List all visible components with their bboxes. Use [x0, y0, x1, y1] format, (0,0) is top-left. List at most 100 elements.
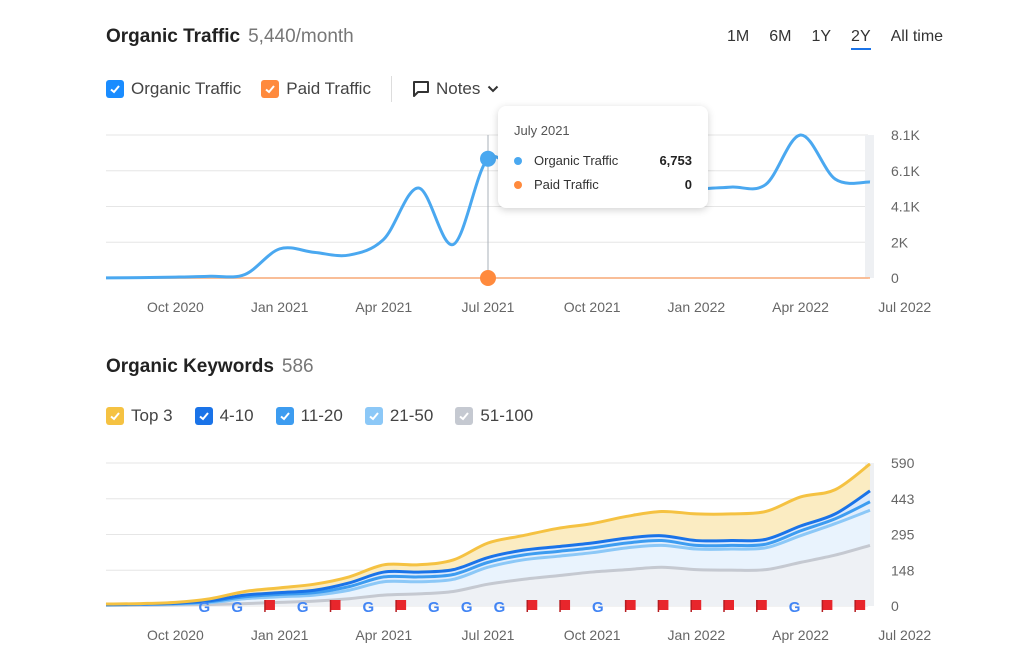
legend-label: 11-20: [300, 406, 343, 425]
area-fill: [106, 510, 870, 606]
legend-top-3[interactable]: Top 3: [106, 406, 173, 426]
x-tick-label: Jan 2021: [251, 627, 309, 643]
series-line: [105, 543, 871, 608]
checkbox-icon: [194, 407, 213, 425]
google-update-icon: G: [789, 599, 801, 616]
x-tick-label: Apr 2022: [772, 627, 829, 643]
traffic-tooltip: July 2021 Organic Traffic 6,753 Paid Tra…: [498, 106, 708, 208]
flag-shape: [756, 600, 767, 610]
google-update-icon: G: [461, 599, 473, 616]
legend-label: 4-10: [219, 406, 254, 425]
dot-icon: [514, 180, 522, 189]
x-tick-label: Oct 2021: [564, 299, 621, 315]
range-selector: 1M 6M 1Y 2Y All time: [727, 28, 947, 50]
keywords-header: Organic Keywords 586: [106, 356, 314, 378]
keywords-subtitle: 586: [281, 356, 314, 377]
flag-shape: [330, 600, 341, 610]
flag-shape: [560, 600, 571, 610]
data-point-organic: [480, 150, 496, 167]
y-tick-label: 148: [891, 562, 915, 578]
notes-label: Notes: [435, 79, 481, 98]
traffic-header: Organic Traffic 5,440/month: [106, 26, 354, 48]
flag-icon: [264, 600, 275, 612]
future-band: [865, 135, 874, 278]
x-tick-label: Apr 2021: [355, 299, 412, 315]
flag-icon: [854, 600, 866, 612]
keywords-chart: 0 148 295 443 590 Oct 2020 Jan 2021 Apr 2021 Jul…: [105, 455, 931, 643]
traffic-chart: 0 2K 4.1K 6.1K 8.1K Oct 2020 Jan 2021 Apr 2021 J…: [105, 127, 931, 315]
chevron-down-icon: [487, 84, 499, 94]
tooltip-row-organic: Organic Traffic 6,753: [514, 153, 692, 168]
keywords-legend: Top 3 4-10 11-20 21-50 51-100: [106, 406, 533, 426]
flag-shape: [396, 600, 407, 610]
checkbox-icon: [364, 407, 383, 425]
flag-shape: [527, 600, 538, 610]
tooltip-value: 6,753: [659, 153, 692, 168]
x-tick-label: Jan 2022: [668, 299, 726, 315]
flag-shape: [264, 600, 275, 610]
flag-shape: [691, 600, 702, 610]
flag-icon: [690, 600, 702, 612]
flag-icon: [526, 600, 538, 612]
traffic-title: Organic Traffic: [106, 26, 241, 47]
range-2y[interactable]: 2Y: [851, 28, 871, 50]
flag-icon: [657, 600, 669, 612]
checkbox-icon: [106, 80, 124, 98]
x-tick-label: Jul 2021: [462, 299, 515, 315]
legend-11-20[interactable]: 11-20: [275, 406, 343, 426]
y-tick-label: 6.1K: [891, 163, 920, 179]
checkbox-icon: [455, 407, 474, 425]
x-tick-label: Jul 2022: [878, 299, 931, 315]
y-tick-label: 295: [891, 527, 915, 543]
legend-4-10[interactable]: 4-10: [194, 406, 254, 426]
range-1y[interactable]: 1Y: [811, 28, 832, 45]
flag-shape: [658, 600, 669, 610]
legend-21-50[interactable]: 21-50: [364, 406, 434, 426]
tooltip-value: 0: [684, 177, 692, 192]
google-update-icon: G: [231, 599, 243, 616]
flag-shape: [822, 600, 833, 610]
series-line: [105, 462, 871, 606]
data-point-paid: [480, 270, 496, 286]
flag-icon: [723, 600, 735, 612]
x-tick-label: Apr 2021: [355, 627, 412, 643]
checkbox-icon: [261, 80, 280, 98]
checkbox-icon: [275, 407, 294, 425]
google-update-icon: G: [199, 599, 211, 616]
flag-icon: [756, 600, 767, 612]
google-update-icon: G: [494, 599, 506, 616]
range-6m[interactable]: 6M: [769, 28, 792, 45]
x-tick-label: Apr 2022: [772, 299, 829, 315]
area-fill: [106, 463, 870, 605]
google-update-icon: G: [428, 599, 440, 616]
flag-shape: [724, 600, 735, 610]
range-all-time[interactable]: All time: [890, 28, 944, 45]
legend-51-100[interactable]: 51-100: [455, 406, 533, 426]
checkbox-icon: [106, 407, 124, 425]
flag-icon: [329, 600, 341, 612]
flag-shape: [625, 600, 636, 610]
x-tick-label: Oct 2020: [147, 299, 204, 315]
legend-label: 21-50: [389, 406, 434, 425]
y-tick-label: 0: [891, 270, 899, 286]
range-1m[interactable]: 1M: [727, 28, 750, 45]
x-tick-label: Oct 2020: [147, 627, 204, 643]
flag-icon: [821, 600, 833, 612]
area-fill: [106, 545, 870, 606]
legend-paid-traffic[interactable]: Paid Traffic: [261, 79, 371, 99]
notes-button[interactable]: Notes: [412, 79, 499, 99]
note-icon: [412, 80, 430, 98]
y-tick-label: 8.1K: [891, 127, 920, 143]
legend-label: Paid Traffic: [286, 79, 371, 98]
tooltip-row-paid: Paid Traffic 0: [514, 177, 692, 192]
x-tick-label: Oct 2021: [564, 627, 621, 643]
google-update-icon: G: [362, 599, 374, 616]
google-update-icon: G: [297, 599, 309, 616]
google-update-icon: G: [592, 599, 604, 616]
keywords-title: Organic Keywords: [106, 356, 274, 377]
series-line: [105, 508, 871, 607]
legend-organic-traffic[interactable]: Organic Traffic: [106, 79, 241, 99]
legend-label: 51-100: [480, 406, 534, 425]
tooltip-label: Paid Traffic: [534, 177, 599, 192]
y-tick-label: 443: [891, 491, 915, 507]
